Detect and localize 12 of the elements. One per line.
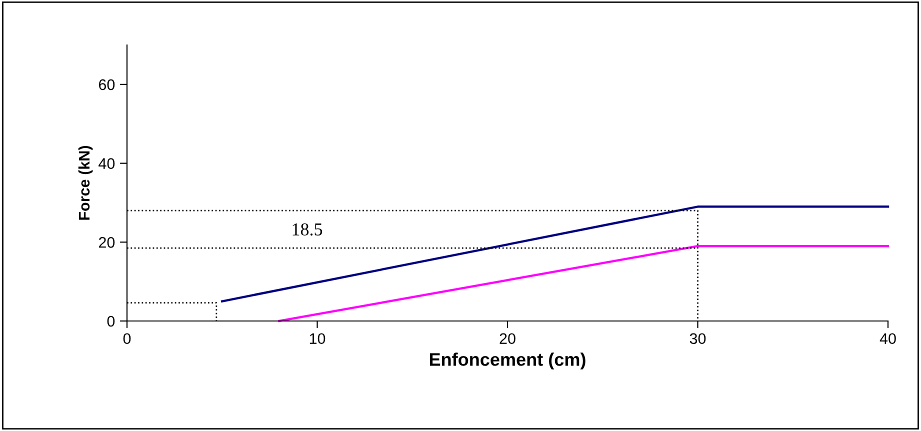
x-tick-label: 0 — [123, 333, 131, 344]
y-tick-label: 40 — [98, 158, 115, 169]
x-axis-title: Enfoncement (cm) — [430, 352, 586, 370]
annotation: 18.5 — [292, 223, 322, 236]
y-tick-label: 0 — [107, 316, 115, 327]
x-tick-label: 20 — [500, 333, 516, 344]
y-tick-label: 60 — [98, 79, 115, 90]
y-tick-label: 20 — [98, 237, 115, 248]
x-tick-label: 40 — [880, 333, 896, 344]
y-axis-title: Force (kN) — [78, 146, 93, 220]
x-tick-label: 30 — [690, 333, 706, 344]
x-tick-label: 10 — [310, 333, 326, 344]
